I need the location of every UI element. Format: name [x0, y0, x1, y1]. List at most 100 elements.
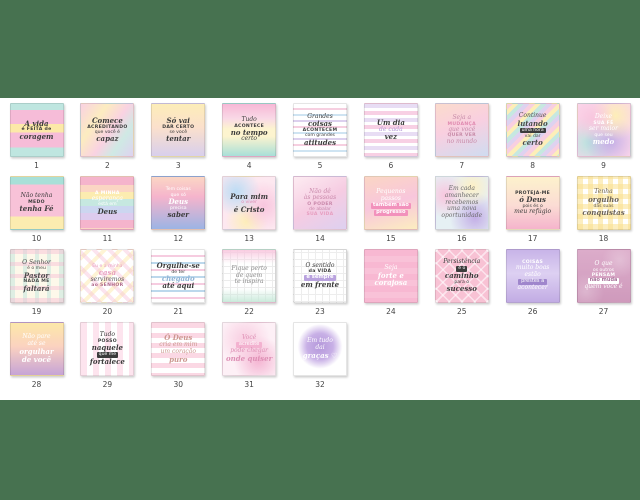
- card-number: 25: [456, 307, 467, 316]
- quote-card: Orgulhe-se de ter chegado até aqui: [151, 249, 206, 303]
- grid-slot: Tenha orgulho das suas conquistas 18: [576, 176, 631, 249]
- quote-line: Não dê: [309, 187, 331, 195]
- quote-text: O Senhor é o meu Pastor NADA ME faltará: [22, 259, 51, 293]
- quote-line: ACONTECE: [234, 123, 265, 129]
- grid-slot: Você acredite pode chegar onde quiser 31: [222, 322, 277, 395]
- quote-line: acredite: [235, 342, 263, 348]
- card-number: 2: [104, 161, 110, 170]
- quote-card: O sentido da VIDA é sempre em frente: [293, 249, 347, 303]
- quote-text: Seja forte e corajosa: [374, 264, 407, 287]
- quote-text: Não tenha MEDO tenha Fé: [19, 192, 54, 214]
- quote-line: não muda: [587, 277, 620, 284]
- quote-line: Não tenha: [20, 192, 53, 200]
- quote-line: pode chegar: [230, 347, 269, 355]
- grid-slot: Orgulhe-se de ter chegado até aqui 21: [151, 249, 206, 322]
- quote-text: O que os outros PENSAM não muda quem você é: [584, 260, 622, 291]
- quote-text: Tudo ACONTECE no tempo certo: [231, 116, 268, 143]
- quote-line: Grandes: [307, 112, 333, 120]
- grid-slot: A vida é FEITA de coragem 1: [9, 103, 64, 176]
- quote-line: dai: [315, 344, 325, 352]
- quote-line: graças ♡: [302, 350, 338, 360]
- grid-slot: Só vai DAR CERTO se você tentar 3: [151, 103, 206, 176]
- quote-card: A MINHA esperança está em Deus: [80, 176, 135, 230]
- quote-line: Tudo: [99, 331, 116, 339]
- quote-line: sucesso: [446, 284, 477, 293]
- quote-text: A vida é FEITA de coragem: [20, 119, 54, 141]
- quote-line: é o meu: [27, 266, 46, 272]
- grid-slot: Seja forte e corajosa 24: [363, 249, 418, 322]
- card-number: 29: [102, 380, 113, 389]
- card-number: 4: [246, 161, 252, 170]
- quote-line: até se: [27, 340, 46, 348]
- card-number: 23: [315, 307, 325, 316]
- quote-line: fortalece: [89, 357, 125, 366]
- product-gallery-image[interactable]: A vida é FEITA de coragem 1 Comece ACREDITAND…: [0, 98, 640, 400]
- quote-line: também são: [370, 202, 411, 210]
- quote-card: Tudo ACONTECE no tempo certo: [222, 103, 277, 157]
- quote-card: Só vai DAR CERTO se você tentar: [151, 103, 206, 157]
- card-number: 20: [102, 307, 113, 316]
- quote-line: certo: [241, 135, 258, 143]
- card-number: 3: [175, 161, 181, 170]
- quote-line: que me: [96, 352, 119, 358]
- quote-line: ACREDITANDO: [87, 124, 128, 130]
- quote-line: Persistência: [443, 258, 481, 266]
- quote-line: medo: [592, 136, 615, 146]
- quote-text: Comece ACREDITANDO que você é capaz: [87, 117, 127, 143]
- quote-text: Deixe SUA FÉ ser maior que seu medo: [589, 113, 618, 146]
- quote-line: Em tudo: [307, 337, 333, 345]
- quote-text: O sentido da VIDA é sempre em frente: [301, 262, 339, 290]
- quote-line: cria em mim: [159, 341, 198, 349]
- quote-line: tenha Fé: [19, 204, 54, 214]
- quote-card: Persistência é o caminho para o sucesso: [434, 249, 489, 303]
- quote-line: DAR CERTO: [162, 124, 195, 130]
- card-number: 26: [527, 307, 538, 316]
- quote-line: Ó Deus: [164, 333, 193, 343]
- quote-line: NADA ME: [23, 279, 50, 285]
- quote-line: que você: [448, 125, 476, 133]
- card-number: 10: [31, 234, 42, 243]
- card-number: 7: [459, 161, 465, 170]
- quote-text: Para mim o viver é Cristo: [230, 192, 268, 214]
- grid-slot: Tem coisas que só Deus precisa saber 12: [151, 176, 206, 249]
- grid-row: O Senhor é o meu Pastor NADA ME faltará 19 Eu …: [9, 249, 631, 322]
- quote-line: te inspira: [234, 278, 264, 286]
- quote-line: serviremos: [90, 275, 125, 283]
- quote-card: COISAS muito boas estão prestes a acontecer: [505, 249, 560, 303]
- page-background-top: [0, 0, 640, 98]
- quote-text: Eu e a minha casa serviremos ao SENHOR: [91, 264, 125, 289]
- grid-row: Não tenha MEDO tenha Fé 10 A MINHA esperança e…: [9, 176, 631, 249]
- grid-slot: O Senhor é o meu Pastor NADA ME faltará 19: [9, 249, 64, 322]
- quote-line: no mundo: [446, 137, 477, 145]
- card-number: 17: [527, 234, 538, 243]
- quote-line: faltará: [23, 283, 50, 293]
- quote-line: é Cristo: [233, 204, 265, 214]
- card-number: 19: [31, 307, 42, 316]
- quote-line: Comece: [91, 116, 123, 126]
- quote-text: Persistência é o caminho para o sucesso: [443, 258, 481, 293]
- quote-line: é sempre: [304, 274, 336, 281]
- quote-line: os outros: [592, 267, 615, 273]
- quote-line: uma nova: [447, 205, 477, 213]
- quote-line: pois és o: [522, 203, 543, 209]
- quote-line: amanhecer: [444, 191, 479, 199]
- grid-slot: Ó Deus cria em mim um coração puro 30: [151, 322, 206, 395]
- quote-line: ao SENHOR: [91, 283, 124, 289]
- quote-line: das suas: [593, 203, 614, 209]
- card-number: 8: [530, 161, 536, 170]
- grid-slot: Comece ACREDITANDO que você é capaz 2: [80, 103, 135, 176]
- quote-line: QUER VER: [447, 133, 477, 139]
- quote-line: onde quiser: [225, 354, 273, 364]
- quote-card: Tenha orgulho das suas conquistas: [576, 176, 631, 230]
- quote-line: Em cada: [448, 185, 475, 193]
- grid-slot: PROTEJA-ME ó Deus pois és o meu refúgio 17: [505, 176, 560, 249]
- quote-line: coisas: [307, 119, 332, 129]
- quote-line: certo: [522, 138, 543, 147]
- quote-line: esperança: [91, 194, 124, 202]
- quote-card: Ó Deus cria em mim um coração puro: [151, 322, 206, 376]
- card-number: 28: [31, 380, 42, 389]
- quote-line: POSSO: [97, 338, 117, 344]
- quote-line: saber: [167, 209, 189, 219]
- quote-card: Pequenos passos também são progresso: [363, 176, 418, 230]
- quote-line: A MINHA: [94, 190, 120, 196]
